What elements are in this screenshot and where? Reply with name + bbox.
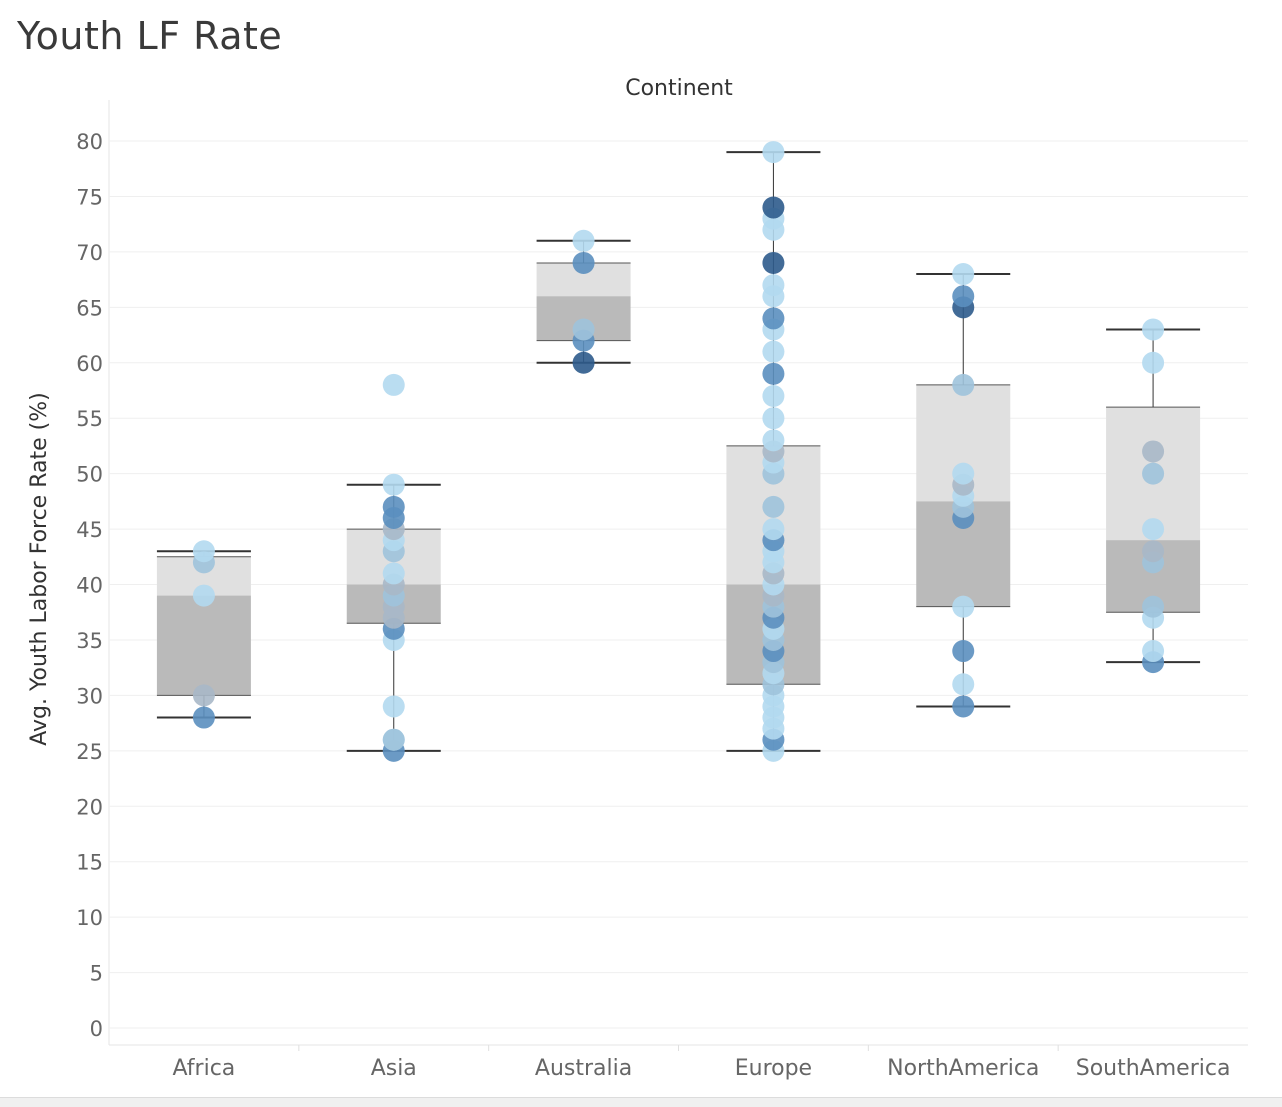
data-point[interactable] [952, 695, 975, 718]
y-tick-label: 45 [76, 518, 103, 542]
box-group-asia [346, 373, 441, 762]
box-lower [156, 595, 251, 696]
x-axis: Africa Asia Australia Europe NorthAmerica Sou… [173, 1056, 1231, 1081]
y-tick-label: 80 [76, 130, 103, 154]
x-tick-label: Asia [371, 1056, 417, 1081]
data-point[interactable] [1142, 318, 1165, 341]
data-point[interactable] [762, 385, 785, 408]
data-point[interactable] [1142, 518, 1165, 541]
data-point[interactable] [762, 429, 785, 452]
y-axis-title: Avg. Youth Labor Force Rate (%) [27, 392, 52, 745]
y-tick-label: 25 [76, 740, 103, 764]
y-tick-label: 0 [90, 1017, 103, 1041]
data-point[interactable] [762, 307, 785, 330]
y-tick-label: 50 [76, 463, 103, 487]
column-header: Continent [625, 76, 733, 101]
data-point[interactable] [572, 251, 595, 274]
box-group-africa [156, 540, 251, 729]
y-tick-label: 10 [76, 906, 103, 930]
y-tick-label: 65 [76, 296, 103, 320]
data-point[interactable] [382, 695, 405, 718]
bottom-scrollbar[interactable] [0, 1097, 1282, 1107]
y-tick-label: 40 [76, 574, 103, 598]
y-tick-label: 30 [76, 684, 103, 708]
data-point[interactable] [952, 285, 975, 308]
y-tick-label: 55 [76, 407, 103, 431]
data-point[interactable] [1142, 351, 1165, 374]
data-point[interactable] [382, 373, 405, 396]
chart-title: Youth LF Rate [17, 14, 283, 58]
data-point[interactable] [1142, 640, 1165, 663]
data-point[interactable] [192, 684, 215, 707]
x-tick-label: NorthAmerica [887, 1056, 1039, 1081]
box-group-northamerica [916, 263, 1011, 718]
gridlines [108, 100, 1248, 1051]
data-point[interactable] [952, 595, 975, 618]
data-point[interactable] [192, 540, 215, 563]
data-point[interactable] [762, 141, 785, 164]
data-point[interactable] [382, 495, 405, 518]
plot-area [156, 141, 1201, 762]
x-tick-label: Australia [535, 1056, 632, 1081]
data-point[interactable] [952, 640, 975, 663]
data-point[interactable] [1142, 462, 1165, 485]
data-point[interactable] [382, 728, 405, 751]
data-point[interactable] [192, 706, 215, 729]
y-tick-label: 35 [76, 629, 103, 653]
data-point[interactable] [1142, 440, 1165, 463]
data-point[interactable] [572, 318, 595, 341]
data-point[interactable] [952, 263, 975, 286]
data-point[interactable] [762, 340, 785, 363]
box-group-europe [726, 141, 821, 762]
y-tick-label: 75 [76, 185, 103, 209]
data-point[interactable] [382, 473, 405, 496]
data-point[interactable] [382, 562, 405, 585]
x-tick-label: Africa [173, 1056, 236, 1081]
data-point[interactable] [952, 462, 975, 485]
data-point[interactable] [952, 373, 975, 396]
y-tick-label: 5 [90, 962, 103, 986]
data-point[interactable] [952, 673, 975, 696]
data-point[interactable] [572, 351, 595, 374]
data-point[interactable] [762, 407, 785, 430]
y-axis: 0 5 10 15 20 25 30 35 40 45 50 55 60 65 70 75 80 [76, 130, 103, 1041]
data-point[interactable] [762, 495, 785, 518]
y-tick-label: 15 [76, 851, 103, 875]
x-tick-label: SouthAmerica [1076, 1056, 1231, 1081]
data-point[interactable] [762, 518, 785, 541]
y-tick-label: 20 [76, 795, 103, 819]
x-tick-label: Europe [735, 1056, 812, 1081]
data-point[interactable] [762, 362, 785, 385]
data-point[interactable] [762, 251, 785, 274]
data-point[interactable] [192, 584, 215, 607]
data-point[interactable] [1142, 595, 1165, 618]
box-group-southamerica [1106, 318, 1201, 674]
box-group-australia [536, 229, 631, 374]
data-point[interactable] [572, 229, 595, 252]
data-point[interactable] [762, 274, 785, 297]
y-tick-label: 60 [76, 352, 103, 376]
data-point[interactable] [1142, 540, 1165, 563]
y-tick-label: 70 [76, 241, 103, 265]
data-point[interactable] [762, 196, 785, 219]
